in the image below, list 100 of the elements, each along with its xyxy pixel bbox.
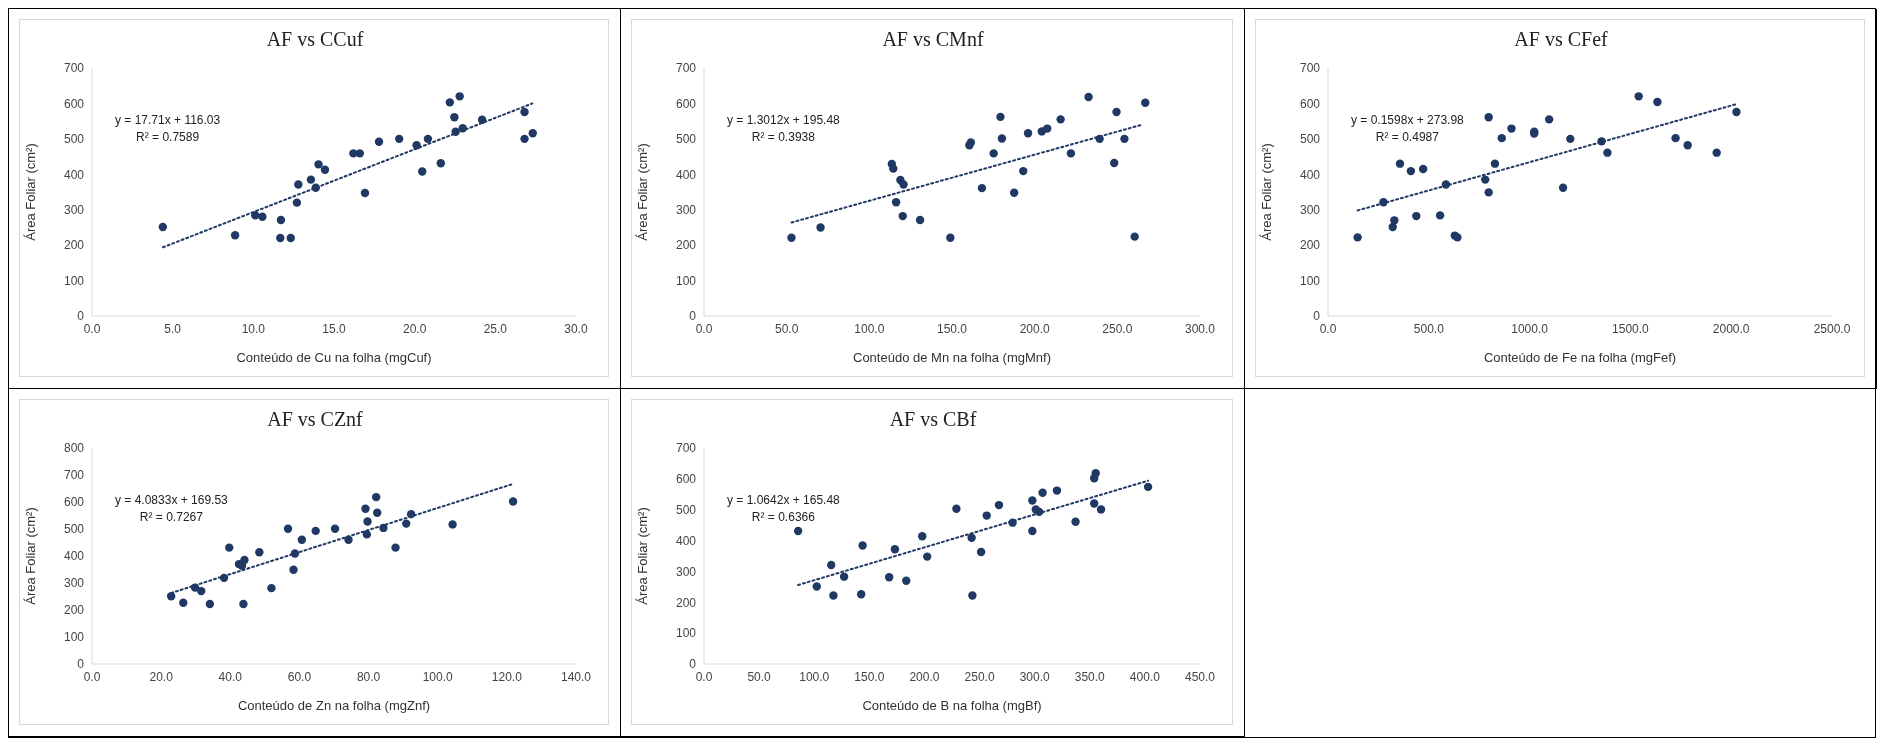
x-tick-label: 0.0: [695, 669, 713, 684]
x-tick-label: 450.0: [1184, 669, 1216, 684]
x-tick-label: 0.0: [83, 669, 101, 684]
x-tick-label: 15.0: [322, 321, 346, 336]
y-tick-label: 300: [63, 576, 85, 591]
x-axis-title: Conteúdo de Zn na folha (mgZnf): [237, 698, 431, 713]
annotation: y = 1.0642x + 165.48: [727, 492, 840, 509]
x-tick-label: 120.0: [491, 669, 523, 684]
annotation: y = 1.3012x + 195.48: [727, 112, 840, 129]
y-tick-label: 500: [63, 522, 85, 537]
x-tick-label: 20.0: [402, 321, 427, 336]
annotation: R² = 0.3938: [750, 129, 816, 146]
y-tick-label: 600: [1299, 96, 1321, 111]
y-tick-label: 700: [63, 61, 85, 76]
annotation: R² = 0.7267: [138, 509, 204, 526]
x-tick-label: 80.0: [356, 669, 381, 684]
x-tick-label: 150.0: [936, 321, 968, 336]
y-tick-label: 100: [675, 273, 697, 288]
y-tick-label: 100: [675, 626, 697, 641]
chart-title: AF vs CFef: [1513, 28, 1609, 51]
y-tick-label: 200: [675, 238, 697, 253]
annotation: y = 17.71x + 116.03: [115, 112, 221, 129]
y-tick-label: 300: [675, 202, 697, 217]
x-axis-title: Conteúdo de Mn na folha (mgMnf): [853, 350, 1051, 365]
y-tick-label: 600: [63, 96, 85, 111]
y-tick-label: 300: [63, 202, 85, 217]
y-axis-title: Área Foliar (cm²): [634, 507, 650, 605]
y-tick-label: 0: [77, 309, 85, 324]
x-tick-label: 400.0: [1129, 669, 1161, 684]
y-tick-label: 0: [689, 657, 697, 672]
y-tick-label: 600: [675, 96, 697, 111]
y-tick-label: 700: [1299, 61, 1321, 76]
annotation: R² = 0.6366: [750, 509, 816, 526]
x-tick-label: 200.0: [1019, 321, 1051, 336]
x-tick-label: 2000.0: [1712, 321, 1750, 336]
y-tick-label: 200: [1299, 238, 1321, 253]
annotation: y = 4.0833x + 169.53: [115, 492, 228, 509]
y-tick-label: 500: [675, 502, 697, 517]
y-tick-label: 700: [675, 61, 697, 76]
x-tick-label: 1000.0: [1511, 321, 1549, 336]
x-tick-label: 10.0: [241, 321, 266, 336]
x-tick-label: 150.0: [854, 669, 885, 684]
y-tick-label: 500: [63, 132, 85, 147]
x-tick-label: 100.0: [854, 321, 885, 336]
x-tick-label: 500.0: [1413, 321, 1445, 336]
x-tick-label: 60.0: [287, 669, 312, 684]
x-tick-label: 0.0: [1319, 321, 1337, 336]
y-tick-label: 600: [675, 472, 697, 487]
y-tick-label: 100: [1299, 273, 1321, 288]
annotation: R² = 0.4987: [1374, 129, 1440, 146]
y-axis-title: Área Foliar (cm²): [22, 143, 38, 241]
x-tick-label: 100.0: [422, 669, 454, 684]
y-tick-label: 400: [63, 549, 85, 564]
y-tick-label: 400: [1299, 167, 1321, 182]
x-tick-label: 300.0: [1184, 321, 1216, 336]
x-axis-title: Conteúdo de B na folha (mgBf): [862, 698, 1042, 713]
x-tick-label: 20.0: [149, 669, 174, 684]
y-tick-label: 800: [63, 441, 85, 456]
y-tick-label: 400: [675, 533, 697, 548]
x-tick-label: 50.0: [774, 321, 799, 336]
chart-title: AF vs CBf: [888, 408, 978, 431]
y-tick-label: 500: [1299, 132, 1321, 147]
y-tick-label: 600: [63, 495, 85, 510]
y-tick-label: 300: [675, 564, 697, 579]
x-tick-label: 200.0: [909, 669, 940, 684]
x-tick-label: 140.0: [560, 669, 592, 684]
x-tick-label: 250.0: [1102, 321, 1133, 336]
annotation: R² = 0.7589: [135, 129, 201, 146]
y-tick-label: 0: [689, 309, 697, 324]
x-tick-label: 5.0: [164, 321, 182, 336]
y-tick-label: 700: [675, 441, 697, 456]
chart-title: AF vs CCuf: [265, 28, 365, 51]
y-tick-label: 300: [1299, 202, 1321, 217]
y-axis-title: Área Foliar (cm²): [634, 143, 650, 241]
x-tick-label: 300.0: [1019, 669, 1051, 684]
x-tick-label: 30.0: [564, 321, 588, 336]
y-tick-label: 400: [675, 167, 697, 182]
x-tick-label: 0.0: [695, 321, 713, 336]
y-tick-label: 200: [63, 238, 85, 253]
chart-title: AF vs CMnf: [881, 28, 985, 51]
chart-title: AF vs CZnf: [266, 408, 364, 431]
x-axis-title: Conteúdo de Fe na folha (mgFef): [1483, 350, 1677, 365]
y-tick-label: 400: [63, 167, 85, 182]
annotation: y = 0.1598x + 273.98: [1351, 112, 1464, 129]
y-tick-label: 700: [63, 468, 85, 483]
y-axis-title: Área Foliar (cm²): [1258, 143, 1274, 241]
x-axis-title: Conteúdo de Cu na folha (mgCuf): [236, 350, 432, 365]
y-tick-label: 100: [63, 273, 85, 288]
y-tick-label: 200: [63, 603, 85, 618]
y-tick-label: 200: [675, 595, 697, 610]
x-tick-label: 40.0: [218, 669, 243, 684]
x-tick-label: 250.0: [964, 669, 995, 684]
x-tick-label: 350.0: [1074, 669, 1106, 684]
x-tick-label: 2500.0: [1813, 321, 1851, 336]
x-tick-label: 1500.0: [1612, 321, 1650, 336]
x-tick-label: 25.0: [483, 321, 508, 336]
y-tick-label: 0: [77, 657, 85, 672]
x-tick-label: 100.0: [799, 669, 830, 684]
x-tick-label: 50.0: [747, 669, 772, 684]
y-axis-title: Área Foliar (cm²): [22, 507, 38, 605]
